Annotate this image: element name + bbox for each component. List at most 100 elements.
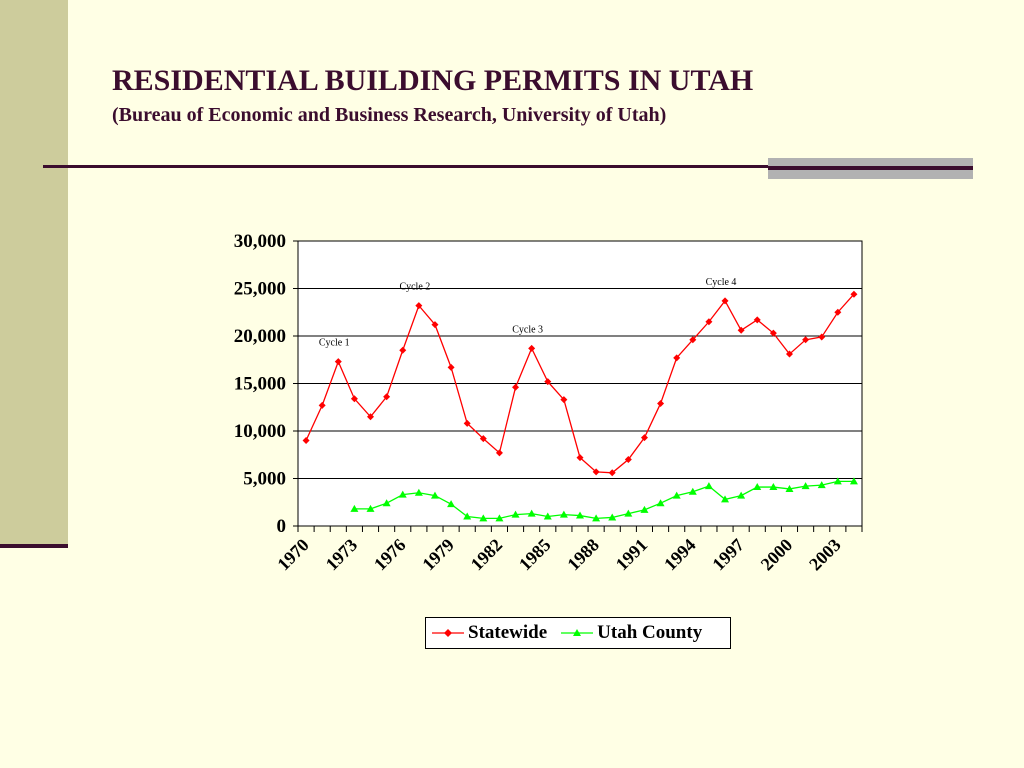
x-tick-label: 1979: [418, 535, 458, 575]
data-point-statewide: [431, 321, 439, 329]
y-tick-label: 15,000: [234, 374, 286, 395]
data-point-statewide: [495, 449, 503, 457]
page-subtitle: (Bureau of Economic and Business Researc…: [112, 104, 667, 126]
data-point-utah-county: [559, 510, 568, 518]
legend-item-utah-county: Utah County: [561, 622, 702, 644]
data-point-utah-county: [688, 487, 697, 495]
data-point-statewide: [753, 316, 761, 324]
x-tick-label: 1994: [660, 535, 700, 575]
x-tick-label: 1982: [467, 535, 507, 575]
data-point-utah-county: [721, 495, 730, 503]
data-point-statewide: [657, 399, 665, 407]
legend-label-utah-county: Utah County: [597, 622, 703, 643]
x-tick-label: 1976: [370, 535, 410, 575]
x-tick-label: 1988: [563, 535, 603, 575]
data-point-statewide: [785, 350, 793, 358]
plot-layer: 0 5,000 10,000 15,000 20,000 25,000 30,000 1970…: [234, 231, 863, 575]
data-point-utah-county: [350, 504, 359, 512]
data-point-statewide: [818, 333, 826, 341]
data-point-statewide: [721, 297, 729, 305]
cycle-annotation: Cycle 3: [512, 324, 543, 335]
legend-label-statewide: Statewide: [468, 622, 548, 643]
data-point-statewide: [302, 437, 310, 444]
data-point-utah-county: [463, 512, 472, 520]
data-point-utah-county: [592, 514, 601, 522]
data-point-statewide: [399, 346, 407, 354]
data-point-utah-county: [608, 513, 617, 521]
cycle-annotation: Cycle 4: [706, 277, 737, 288]
page-title: RESIDENTIAL BUILDING PERMITS IN UTAH: [112, 64, 754, 97]
data-point-statewide: [834, 308, 842, 316]
data-point-utah-county: [447, 500, 456, 508]
legend-swatch-statewide: [432, 629, 464, 637]
x-tick-label: 1973: [322, 535, 362, 575]
cycle-annotation: Cycle 1: [319, 338, 350, 349]
data-point-utah-county: [543, 512, 552, 520]
y-tick-label: 30,000: [234, 231, 286, 252]
y-tick-label: 20,000: [234, 326, 286, 347]
data-point-utah-county: [737, 491, 746, 499]
data-point-utah-county: [753, 483, 762, 491]
data-point-statewide: [367, 413, 375, 421]
data-point-statewide: [318, 401, 326, 409]
data-point-statewide: [463, 419, 471, 427]
data-point-statewide: [769, 329, 777, 337]
data-point-utah-county: [479, 514, 488, 522]
data-point-statewide: [560, 396, 568, 404]
data-point-statewide: [512, 383, 520, 391]
data-point-utah-county: [785, 484, 794, 492]
x-tick-label: 1997: [708, 535, 748, 575]
data-point-utah-county: [414, 488, 423, 496]
x-tick-label: 1991: [612, 535, 652, 575]
data-point-statewide: [592, 468, 600, 476]
data-point-statewide: [673, 354, 681, 362]
data-point-utah-county: [769, 483, 778, 491]
data-point-utah-county: [704, 482, 713, 490]
legend-item-statewide: Statewide: [432, 622, 547, 644]
y-tick-label: 10,000: [234, 421, 286, 442]
data-point-utah-county: [801, 482, 810, 490]
data-point-utah-county: [817, 481, 826, 489]
data-point-utah-county: [511, 510, 520, 518]
data-point-statewide: [544, 378, 552, 386]
header-accent-line: [768, 166, 973, 170]
x-tick-label: 2000: [757, 535, 797, 575]
data-point-utah-county: [527, 509, 536, 517]
data-point-statewide: [640, 434, 648, 442]
y-tick-label: 0: [277, 516, 287, 537]
data-point-statewide: [350, 395, 358, 403]
data-point-statewide: [415, 302, 423, 310]
data-point-statewide: [383, 393, 391, 401]
left-accent-bar: [0, 0, 68, 546]
data-point-statewide: [334, 358, 342, 366]
chart-legend: Statewide Utah County: [425, 617, 731, 649]
data-point-statewide: [850, 290, 858, 298]
data-point-utah-county: [430, 491, 439, 499]
left-accent-rule: [0, 544, 68, 548]
data-point-utah-county: [656, 499, 665, 507]
data-point-utah-county: [495, 514, 504, 522]
data-point-utah-county: [366, 504, 375, 512]
data-point-utah-county: [849, 477, 858, 485]
data-point-statewide: [479, 435, 487, 443]
data-point-statewide: [802, 336, 810, 344]
data-point-statewide: [624, 456, 632, 463]
x-tick-label: 1970: [273, 535, 313, 575]
data-point-statewide: [528, 344, 536, 352]
y-tick-label: 5,000: [243, 469, 286, 490]
data-point-utah-county: [624, 509, 633, 517]
cycle-annotation: Cycle 2: [399, 282, 430, 293]
data-point-statewide: [608, 469, 616, 477]
x-tick-label: 2003: [805, 535, 845, 575]
data-point-statewide: [737, 326, 745, 334]
data-point-statewide: [689, 336, 697, 344]
data-point-statewide: [447, 363, 455, 371]
data-point-utah-county: [672, 491, 681, 499]
x-tick-label: 1985: [515, 535, 555, 575]
data-point-utah-county: [640, 505, 649, 513]
y-tick-label: 25,000: [234, 279, 286, 300]
data-point-utah-county: [833, 477, 842, 485]
legend-swatch-utah-county: [561, 629, 594, 636]
data-point-utah-county: [398, 490, 407, 498]
